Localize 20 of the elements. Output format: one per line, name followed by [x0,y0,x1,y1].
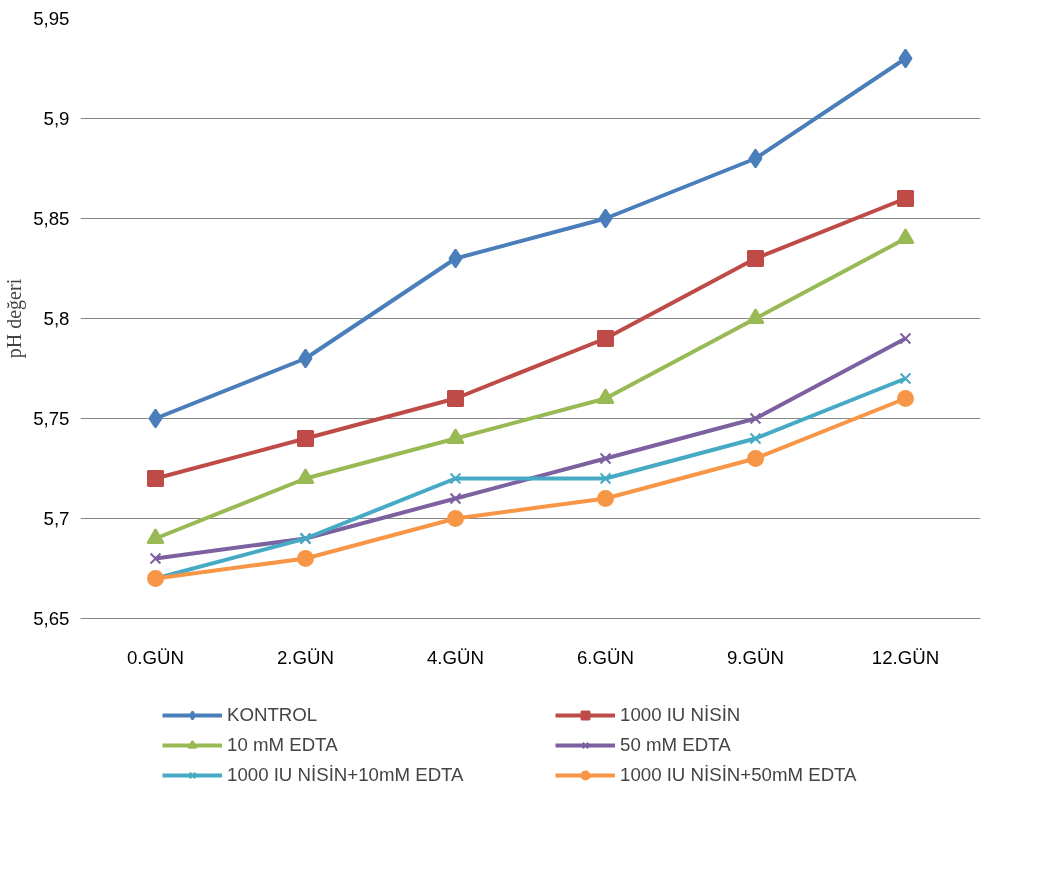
legend-label: KONTROL [227,704,319,726]
x-tick-label: 9.GÜN [726,646,785,668]
x-tick-label: 4.GÜN [426,646,485,668]
y-tick-label: 5,9 [43,108,70,129]
legend-label: 1000 IU NİSİN+50mM EDTA [620,764,858,786]
y-tick-label: 5,75 [33,408,70,429]
y-tick-label: 5,7 [43,508,70,529]
y-tick-label: 5,8 [43,308,70,329]
legend-label: 50 mM EDTA [620,734,732,756]
x-tick-label: 2.GÜN [276,646,335,668]
y-axis-title: pH değeri [3,278,27,359]
y-tick-label: 5,65 [33,608,70,629]
legend-label: 1000 IU NİSİN [620,704,742,726]
y-tick-label: 5,95 [33,8,70,29]
x-tick-label: 12.GÜN [871,646,940,668]
y-tick-label: 5,85 [33,208,70,229]
x-tick-label: 0.GÜN [126,646,185,668]
legend-label: 10 mM EDTA [227,734,339,756]
x-tick-label: 6.GÜN [576,646,635,668]
legend-label: 1000 IU NİSİN+10mM EDTA [227,764,465,786]
